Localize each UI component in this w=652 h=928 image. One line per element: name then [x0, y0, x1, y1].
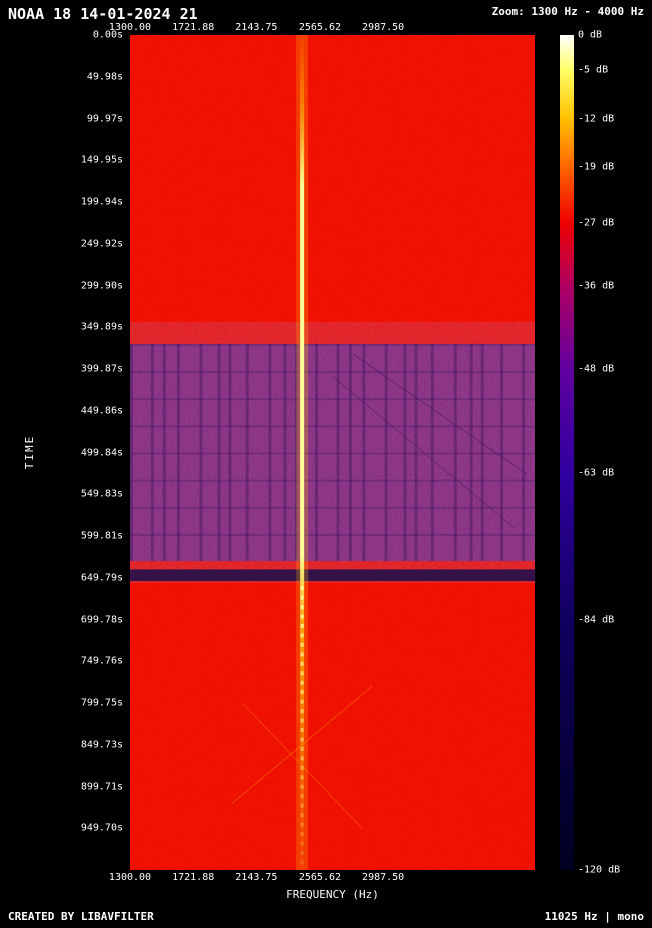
- x-tick: 2987.50: [362, 22, 404, 33]
- y-tick: 449.86s: [81, 405, 123, 416]
- y-tick: 399.87s: [81, 364, 123, 375]
- x-tick: 2987.50: [362, 872, 404, 883]
- y-tick: 349.89s: [81, 322, 123, 333]
- y-tick: 149.95s: [81, 155, 123, 166]
- colorbar-tick: -84 dB: [578, 614, 614, 625]
- page-title: NOAA 18 14-01-2024 21: [8, 5, 198, 23]
- x-tick: 2565.62: [299, 22, 341, 33]
- zoom-label: Zoom: 1300 Hz - 4000 Hz: [492, 5, 644, 23]
- y-tick: 99.97s: [87, 113, 123, 124]
- y-tick: 849.73s: [81, 739, 123, 750]
- x-tick: 1721.88: [172, 872, 214, 883]
- spectrogram-plot: [130, 35, 535, 870]
- footer-rate: 11025 Hz | mono: [545, 910, 644, 923]
- y-axis-ticks: 0.00s49.98s99.97s149.95s199.94s249.92s29…: [0, 35, 128, 870]
- colorbar-tick: -27 dB: [578, 217, 614, 228]
- x-axis-label: FREQUENCY (Hz): [130, 888, 535, 901]
- colorbar-tick: -63 dB: [578, 468, 614, 479]
- x-tick: 1300.00: [109, 872, 151, 883]
- y-tick: 599.81s: [81, 531, 123, 542]
- x-tick: 1300.00: [109, 22, 151, 33]
- y-tick: 199.94s: [81, 197, 123, 208]
- colorbar-tick: -48 dB: [578, 364, 614, 375]
- colorbar-tick: 0 dB: [578, 30, 602, 41]
- y-tick: 699.78s: [81, 614, 123, 625]
- y-tick: 649.79s: [81, 572, 123, 583]
- y-tick: 299.90s: [81, 280, 123, 291]
- x-axis-ticks-top: 1300.001721.882143.752565.622987.50: [130, 22, 535, 34]
- colorbar-tick: -12 dB: [578, 113, 614, 124]
- footer-created: CREATED BY LIBAVFILTER: [8, 910, 154, 923]
- y-tick: 549.83s: [81, 489, 123, 500]
- y-tick: 799.75s: [81, 698, 123, 709]
- colorbar-ticks: 0 dB-5 dB-12 dB-19 dB-27 dB-36 dB-48 dB-…: [578, 35, 648, 870]
- x-tick: 2565.62: [299, 872, 341, 883]
- x-axis-ticks-bottom: 1300.001721.882143.752565.622987.50: [130, 872, 535, 884]
- x-tick: 2143.75: [235, 872, 277, 883]
- colorbar-tick: -19 dB: [578, 161, 614, 172]
- y-tick: 499.84s: [81, 447, 123, 458]
- colorbar-tick: -5 dB: [578, 64, 608, 75]
- y-tick: 249.92s: [81, 238, 123, 249]
- x-tick: 2143.75: [235, 22, 277, 33]
- y-tick: 949.70s: [81, 823, 123, 834]
- y-tick: 899.71s: [81, 781, 123, 792]
- colorbar: [560, 35, 574, 870]
- x-tick: 1721.88: [172, 22, 214, 33]
- y-tick: 49.98s: [87, 71, 123, 82]
- y-tick: 749.76s: [81, 656, 123, 667]
- colorbar-tick: -120 dB: [578, 865, 620, 876]
- colorbar-tick: -36 dB: [578, 280, 614, 291]
